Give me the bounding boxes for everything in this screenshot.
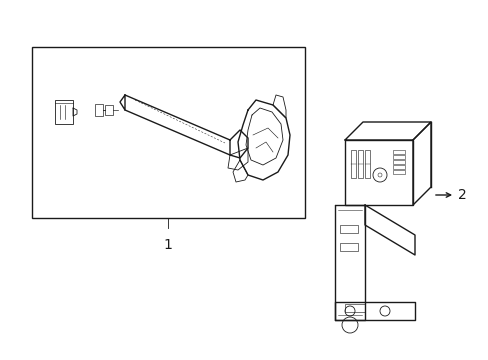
Bar: [364, 150, 369, 178]
Bar: [392, 170, 404, 174]
Text: 2: 2: [457, 188, 466, 202]
Bar: [345, 304, 364, 312]
Bar: [392, 160, 404, 164]
Bar: [392, 155, 404, 159]
Bar: [339, 225, 357, 233]
Bar: [105, 105, 113, 115]
Bar: [392, 150, 404, 154]
Bar: [55, 100, 73, 124]
Bar: [339, 243, 357, 251]
Bar: [350, 150, 355, 178]
Bar: [95, 104, 103, 116]
Bar: [357, 150, 362, 178]
Bar: [32, 47, 305, 218]
Text: 1: 1: [163, 238, 172, 252]
Bar: [392, 165, 404, 169]
Bar: [345, 140, 412, 205]
